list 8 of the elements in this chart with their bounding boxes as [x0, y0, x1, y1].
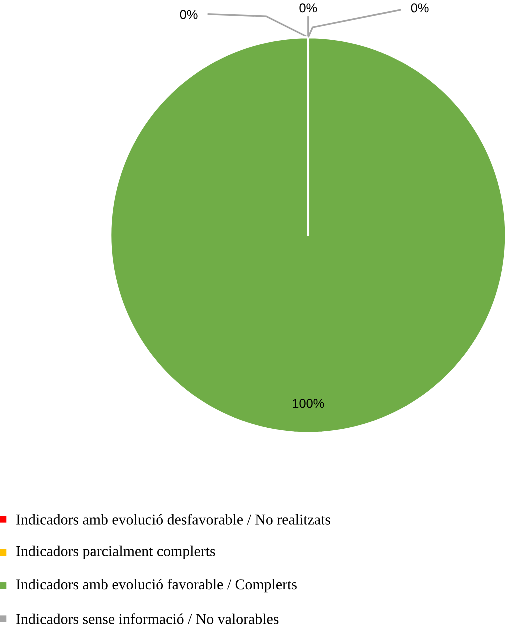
- legend-label: Indicadors parcialment complerts: [16, 546, 216, 560]
- text: 0%: [300, 4, 317, 13]
- text: 0%: [411, 4, 429, 13]
- data-label: 100%: [292, 399, 324, 408]
- legend-label: Indicadors amb evolució desfavorable / No realitzats: [16, 514, 330, 525]
- legend-label: Indicadors sense informació / No valorables: [16, 614, 278, 624]
- text: 0%: [180, 10, 198, 20]
- legend-label: Indicadors amb evolució favorable / Complerts: [16, 579, 297, 593]
